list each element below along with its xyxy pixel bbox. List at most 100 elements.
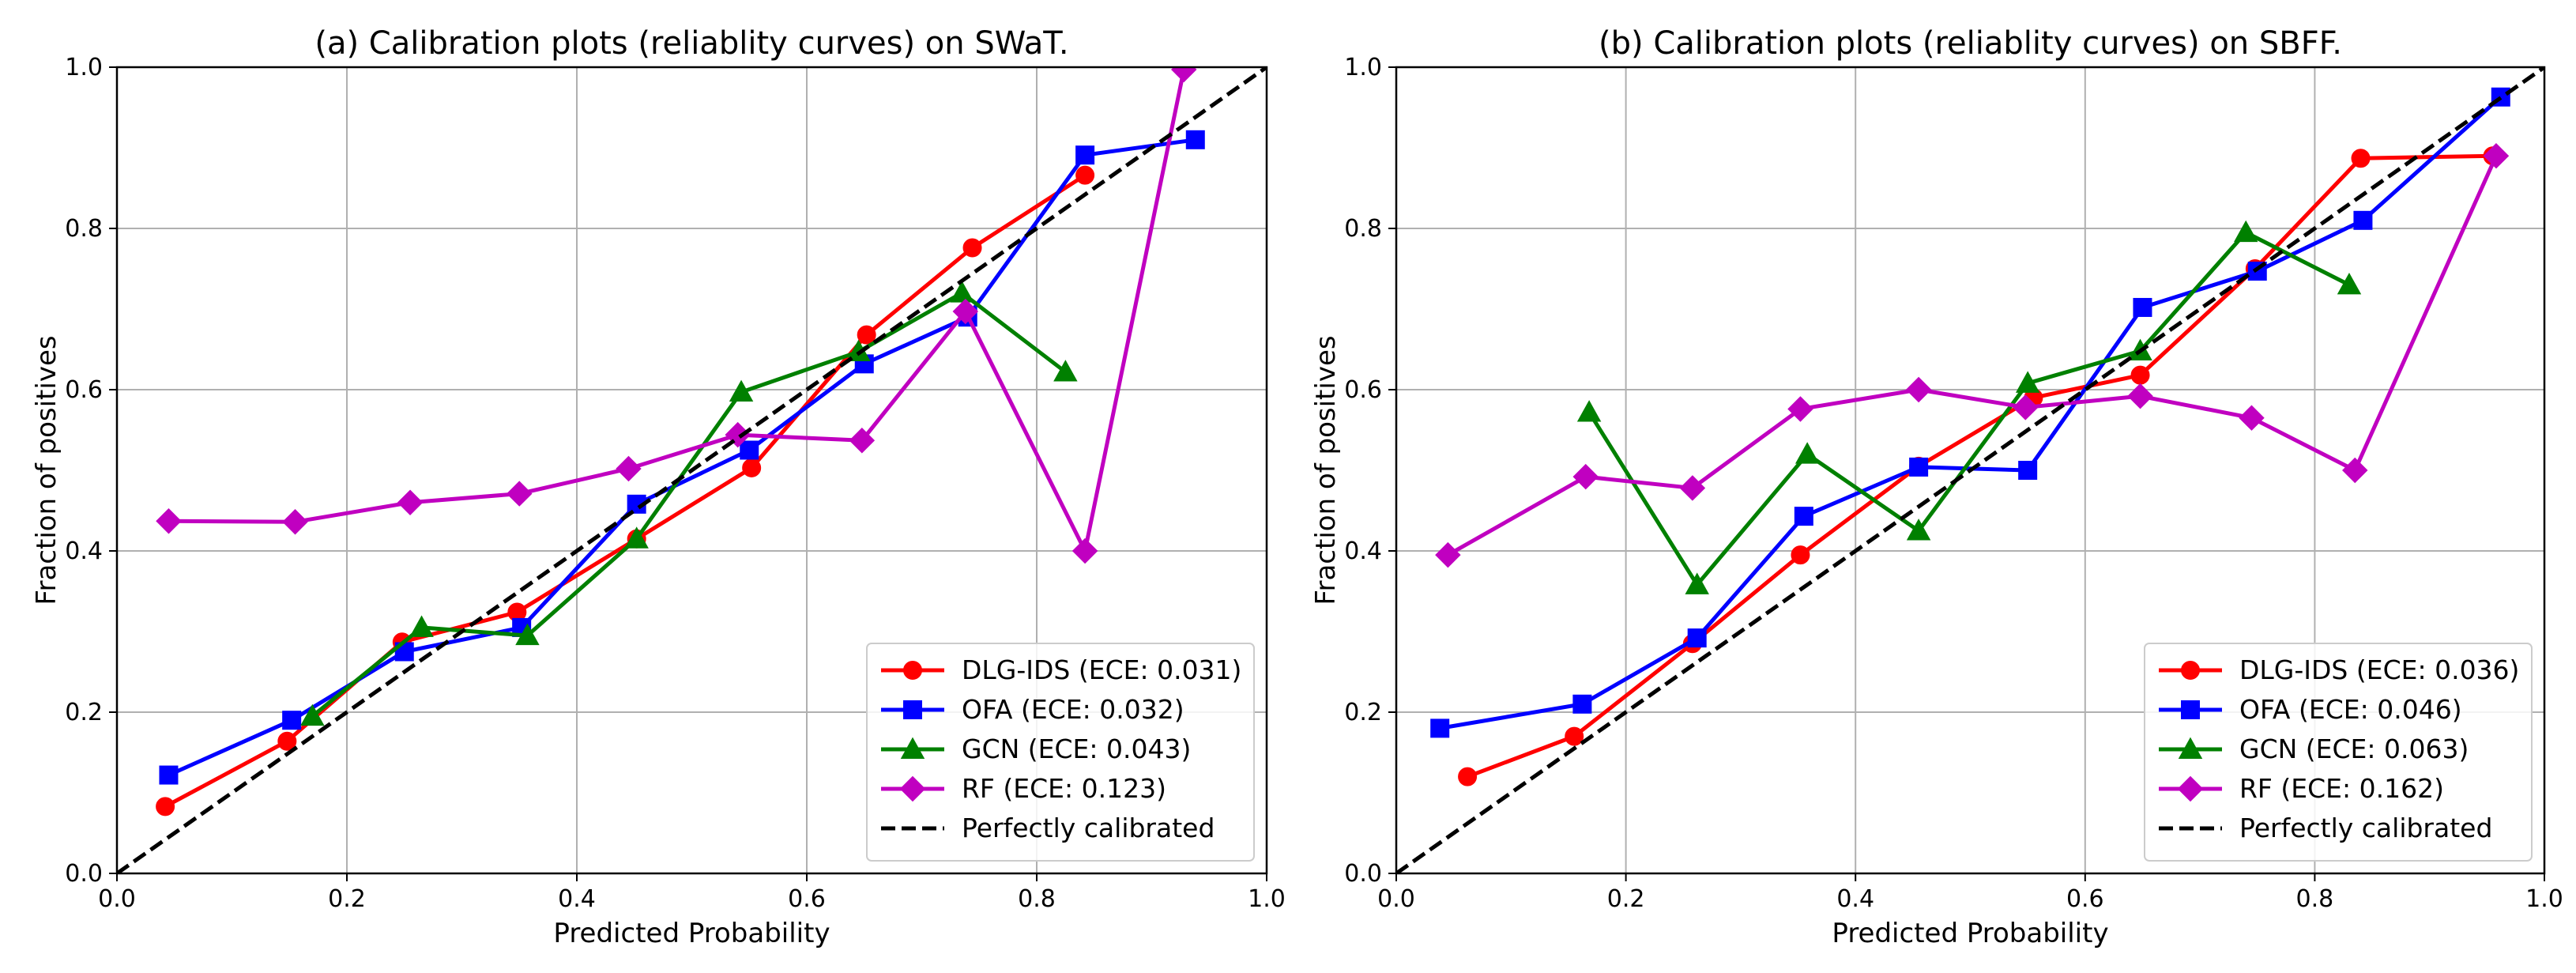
x-tick-label: 1.0	[1248, 885, 1286, 913]
legend-marker-dlg-ids	[2181, 661, 2200, 680]
legend-label: RF (ECE: 0.162)	[2239, 773, 2444, 804]
series-line-perfect	[1396, 67, 2544, 873]
data-point-gcn	[1906, 519, 1931, 541]
legend-label: RF (ECE: 0.123)	[962, 773, 1166, 804]
axes-frame	[115, 66, 1268, 875]
data-point-dlg-ids	[1791, 545, 1810, 565]
data-point-dlg-ids	[1075, 165, 1095, 185]
data-point-dlg-ids	[1458, 767, 1478, 786]
series-line-rf	[168, 69, 1186, 553]
data-point-dlg-ids	[277, 731, 297, 751]
y-tick-label: 0.6	[65, 376, 103, 404]
data-point-gcn	[515, 623, 540, 646]
x-tick-label: 0.6	[2066, 885, 2104, 913]
data-point-gcn	[729, 379, 754, 402]
data-point-rf	[1435, 541, 1461, 568]
x-tick-label: 0.4	[558, 885, 596, 913]
y-tick-label: 0.2	[1344, 699, 1382, 726]
data-point-rf	[616, 455, 642, 482]
legend: DLG-IDS (ECE: 0.036) OFA (ECE: 0.046) GCN …	[2144, 643, 2533, 862]
data-point-rf	[1905, 376, 1932, 403]
legend: DLG-IDS (ECE: 0.031) OFA (ECE: 0.032) GCN …	[866, 643, 1255, 862]
chart-title: (b) Calibration plots (reliablity curves…	[1599, 25, 2342, 62]
data-point-gcn	[1053, 360, 1078, 382]
data-point-ofa	[282, 711, 302, 730]
series-line-perfect	[117, 67, 1267, 873]
data-point-dlg-ids	[857, 325, 876, 345]
x-tick-label: 0.0	[98, 885, 136, 913]
legend-marker-ofa	[2181, 700, 2200, 719]
data-point-dlg-ids	[156, 797, 175, 816]
data-point-rf	[2239, 405, 2265, 431]
series-line-rf	[1447, 155, 2499, 557]
data-point-gcn	[1576, 400, 1602, 422]
legend-marker-rf	[899, 775, 926, 802]
data-point-rf	[507, 481, 533, 507]
legend-label: OFA (ECE: 0.032)	[962, 694, 1184, 725]
data-point-gcn	[300, 703, 325, 726]
series-line-gcn	[311, 291, 1067, 718]
data-point-rf	[397, 489, 424, 516]
data-point-dlg-ids	[742, 458, 762, 477]
chart-title: (a) Calibration plots (reliablity curves…	[314, 25, 1068, 62]
x-tick-label: 0.8	[2296, 885, 2334, 913]
series-line-gcn	[1587, 230, 2351, 587]
legend-box	[866, 643, 1255, 862]
legend-label: DLG-IDS (ECE: 0.036)	[2239, 654, 2519, 685]
data-point-rf	[2483, 142, 2510, 169]
y-tick-label: 0.0	[65, 860, 103, 888]
data-point-ofa	[1909, 457, 1929, 477]
plot-area	[1396, 67, 2544, 873]
x-tick-label: 0.0	[1377, 885, 1415, 913]
x-tick-label: 0.6	[788, 885, 826, 913]
legend-label: Perfectly calibrated	[2239, 813, 2492, 843]
x-tick-label: 0.8	[1018, 885, 1056, 913]
y-tick-label: 0.4	[65, 537, 103, 565]
data-point-dlg-ids	[2351, 149, 2371, 168]
panel-swat: 0.0 0.2 0.4 0.6 0.8 1.0 0.0 0.2 0.4 0.6 0.8 1.0 Pred…	[31, 25, 1286, 949]
x-axis-label: Predicted Probability	[1832, 918, 2108, 949]
data-point-rf	[952, 298, 979, 325]
legend-marker-rf	[2177, 775, 2204, 802]
y-tick-label: 0.6	[1344, 376, 1382, 404]
data-point-gcn	[950, 281, 974, 303]
x-tick-label: 0.4	[1836, 885, 1874, 913]
panel-sbff: 0.0 0.2 0.4 0.6 0.8 1.0 0.0 0.2 0.4 0.6 0.8 1.0 Pred…	[1310, 25, 2563, 949]
data-point-gcn	[624, 526, 649, 549]
legend-label: GCN (ECE: 0.043)	[962, 734, 1191, 764]
y-tick-label: 0.0	[1344, 860, 1382, 888]
data-point-rf	[2342, 457, 2368, 484]
data-point-ofa	[1185, 130, 1205, 149]
legend-label: DLG-IDS (ECE: 0.031)	[962, 654, 1241, 685]
data-point-gcn	[1795, 442, 1820, 464]
x-tick-label: 1.0	[2525, 885, 2563, 913]
x-axis-label: Predicted Probability	[553, 918, 830, 949]
y-tick-label: 1.0	[65, 54, 103, 81]
legend-label: OFA (ECE: 0.046)	[2239, 694, 2462, 725]
y-tick-label: 0.4	[1344, 537, 1382, 565]
data-point-dlg-ids	[2130, 365, 2150, 385]
legend-marker-ofa	[903, 700, 922, 719]
legend-label: GCN (ECE: 0.063)	[2239, 734, 2469, 764]
y-tick-label: 0.8	[65, 215, 103, 243]
data-point-ofa	[159, 765, 179, 785]
data-point-rf	[1071, 537, 1098, 564]
data-point-ofa	[2353, 210, 2373, 230]
data-point-ofa	[1075, 145, 1095, 165]
data-point-ofa	[1794, 507, 1813, 526]
legend-box	[2144, 643, 2533, 862]
data-point-ofa	[740, 440, 759, 460]
y-tick-label: 0.2	[65, 699, 103, 726]
data-point-rf	[1572, 463, 1599, 490]
y-tick-label: 0.8	[1344, 215, 1382, 243]
data-point-gcn	[2015, 371, 2040, 393]
data-point-rf	[1787, 396, 1813, 422]
data-point-rf	[1171, 67, 1197, 83]
data-point-rf	[282, 509, 308, 535]
y-tick-label: 1.0	[1344, 54, 1382, 81]
plot-area	[117, 67, 1267, 873]
data-point-gcn	[409, 615, 434, 637]
x-tick-label: 0.2	[1607, 885, 1645, 913]
data-point-dlg-ids	[1565, 726, 1584, 746]
